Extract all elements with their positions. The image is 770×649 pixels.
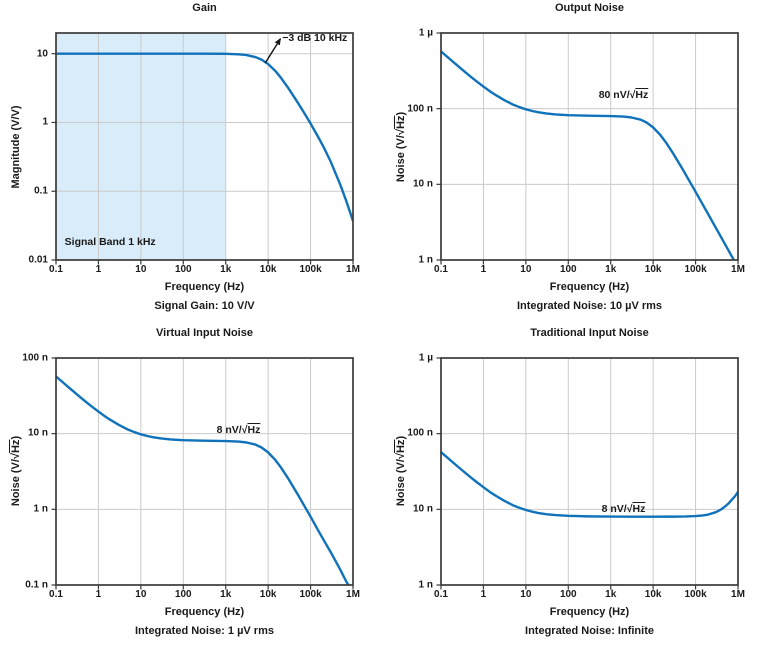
- plot-svg-output-noise: [436, 32, 739, 265]
- x-tick-label: 100: [174, 264, 192, 275]
- x-tick-label: 1k: [605, 588, 617, 600]
- y-tick-label: 10 n: [27, 427, 48, 439]
- x-tick-label: 10: [135, 588, 147, 600]
- plot-border: [440, 356, 739, 586]
- x-tick-label: 1k: [605, 264, 617, 275]
- x-axis-label: Frequency (Hz): [164, 605, 245, 618]
- x-tick-label: 10k: [644, 264, 662, 275]
- x-tick-label: 1M: [731, 588, 745, 600]
- x-tick-label: 10: [520, 264, 532, 275]
- data-curve: [441, 50, 736, 260]
- chart-caption: Integrated Noise: 10 µV rms: [516, 300, 663, 312]
- chart-title: Gain: [192, 2, 217, 14]
- y-tick-label: 1 µ: [418, 352, 433, 363]
- plot-svg-gain: [51, 32, 354, 265]
- x-tick-label: 1M: [731, 264, 745, 275]
- x-axis-label: Frequency (Hz): [164, 281, 245, 293]
- sqrt-overline: Hz: [395, 115, 407, 129]
- x-tick-label: 10k: [259, 264, 277, 275]
- chart-caption: Integrated Noise: Infinite: [525, 624, 654, 637]
- x-tick-label: 1: [480, 264, 487, 275]
- x-tick-label: 1: [480, 588, 487, 600]
- y-tick-label: 10 n: [412, 178, 433, 190]
- x-tick-label: 100: [174, 588, 192, 600]
- y-tick-label: 0.01: [28, 254, 48, 266]
- y-axis-label: Noise (V/√Hz): [395, 435, 407, 507]
- x-tick-label: 1k: [220, 264, 232, 275]
- sqrt-overline: Hz: [395, 439, 407, 454]
- x-tick-label: 10k: [644, 588, 662, 600]
- x-tick-label: 100: [559, 264, 577, 275]
- y-tick-label: 10 n: [412, 503, 433, 515]
- y-tick-label: 10: [36, 48, 48, 60]
- y-tick-label: 1 µ: [418, 27, 433, 39]
- y-axis-label: Noise (V/√Hz): [10, 435, 22, 507]
- x-tick-label: 10: [520, 588, 532, 600]
- data-curve: [56, 374, 350, 585]
- annotation-arrow: [264, 37, 282, 64]
- x-tick-label: 100k: [684, 588, 707, 600]
- data-curve: [441, 450, 738, 518]
- chart-caption: Integrated Noise: 1 µV rms: [135, 624, 274, 637]
- x-tick-label: 0.1: [434, 588, 448, 600]
- sqrt-overline: Hz: [247, 424, 261, 437]
- x-tick-label: 0.1: [49, 588, 63, 600]
- x-tick-label: 100k: [299, 264, 322, 275]
- x-tick-label: 10: [135, 264, 147, 275]
- annotation-label: Signal Band 1 kHz: [64, 236, 156, 249]
- plot-border: [55, 356, 354, 586]
- y-tick-label: 1 n: [418, 579, 433, 590]
- y-tick-label: 1 n: [418, 254, 433, 266]
- chart-cell-gain: Gain Magnitude (V/V) 10 1 0.1 0.01 0.1 1 10 100 1k…: [0, 0, 385, 325]
- y-tick-label: 0.1 n: [25, 579, 48, 590]
- x-axis-label: Frequency (Hz): [549, 281, 630, 293]
- x-tick-label: 1M: [346, 264, 360, 275]
- y-axis-label: Noise (V/√Hz): [395, 111, 407, 182]
- x-tick-label: 0.1: [434, 264, 448, 275]
- sqrt-overline: Hz: [635, 89, 649, 102]
- x-tick-label: 1: [95, 588, 102, 600]
- chart-cell-traditional-input-noise: Traditional Input Noise Noise (V/√Hz) 1 µ 1…: [385, 325, 770, 649]
- y-tick-label: 1 n: [33, 503, 48, 515]
- x-axis-label: Frequency (Hz): [549, 605, 630, 618]
- chart-cell-output-noise: Output Noise Noise (V/√Hz) 1 µ 100 n 10 n 1 n…: [385, 0, 770, 325]
- annotation-label: 80 nV/√Hz: [598, 89, 649, 102]
- y-tick-label: 100 n: [22, 352, 48, 363]
- x-tick-label: 10k: [259, 588, 277, 600]
- y-tick-label: 0.1: [34, 185, 48, 197]
- x-tick-label: 1: [95, 264, 102, 275]
- y-tick-label: 100 n: [407, 427, 433, 439]
- chart-title: Virtual Input Noise: [156, 326, 253, 339]
- chart-cell-virtual-input-noise: Virtual Input Noise Noise (V/√Hz) 100 n 10 …: [0, 325, 385, 649]
- plot-border: [55, 32, 354, 261]
- y-tick-label: 100 n: [407, 103, 433, 115]
- annotation-label: 8 nV/√Hz: [216, 424, 261, 437]
- data-curve: [56, 52, 353, 223]
- plot-svg-virtual-input-noise: [51, 356, 354, 589]
- x-tick-label: 100k: [299, 588, 322, 600]
- chart-title: Traditional Input Noise: [530, 326, 649, 339]
- sqrt-overline: Hz: [10, 439, 22, 454]
- y-tick-label: 1: [42, 116, 48, 128]
- x-tick-label: 0.1: [49, 264, 63, 275]
- plot-svg-traditional-input-noise: [436, 356, 739, 589]
- x-tick-label: 100k: [684, 264, 707, 275]
- annotation-label: 8 nV/√Hz: [601, 503, 646, 516]
- sqrt-overline: Hz: [632, 503, 646, 516]
- plot-border: [440, 32, 739, 261]
- annotation-label: −3 dB 10 kHz: [282, 31, 348, 44]
- x-tick-label: 1k: [220, 588, 232, 600]
- x-tick-label: 100: [559, 588, 577, 600]
- chart-caption: Signal Gain: 10 V/V: [154, 300, 255, 312]
- x-tick-label: 1M: [346, 588, 360, 600]
- chart-title: Output Noise: [554, 2, 625, 14]
